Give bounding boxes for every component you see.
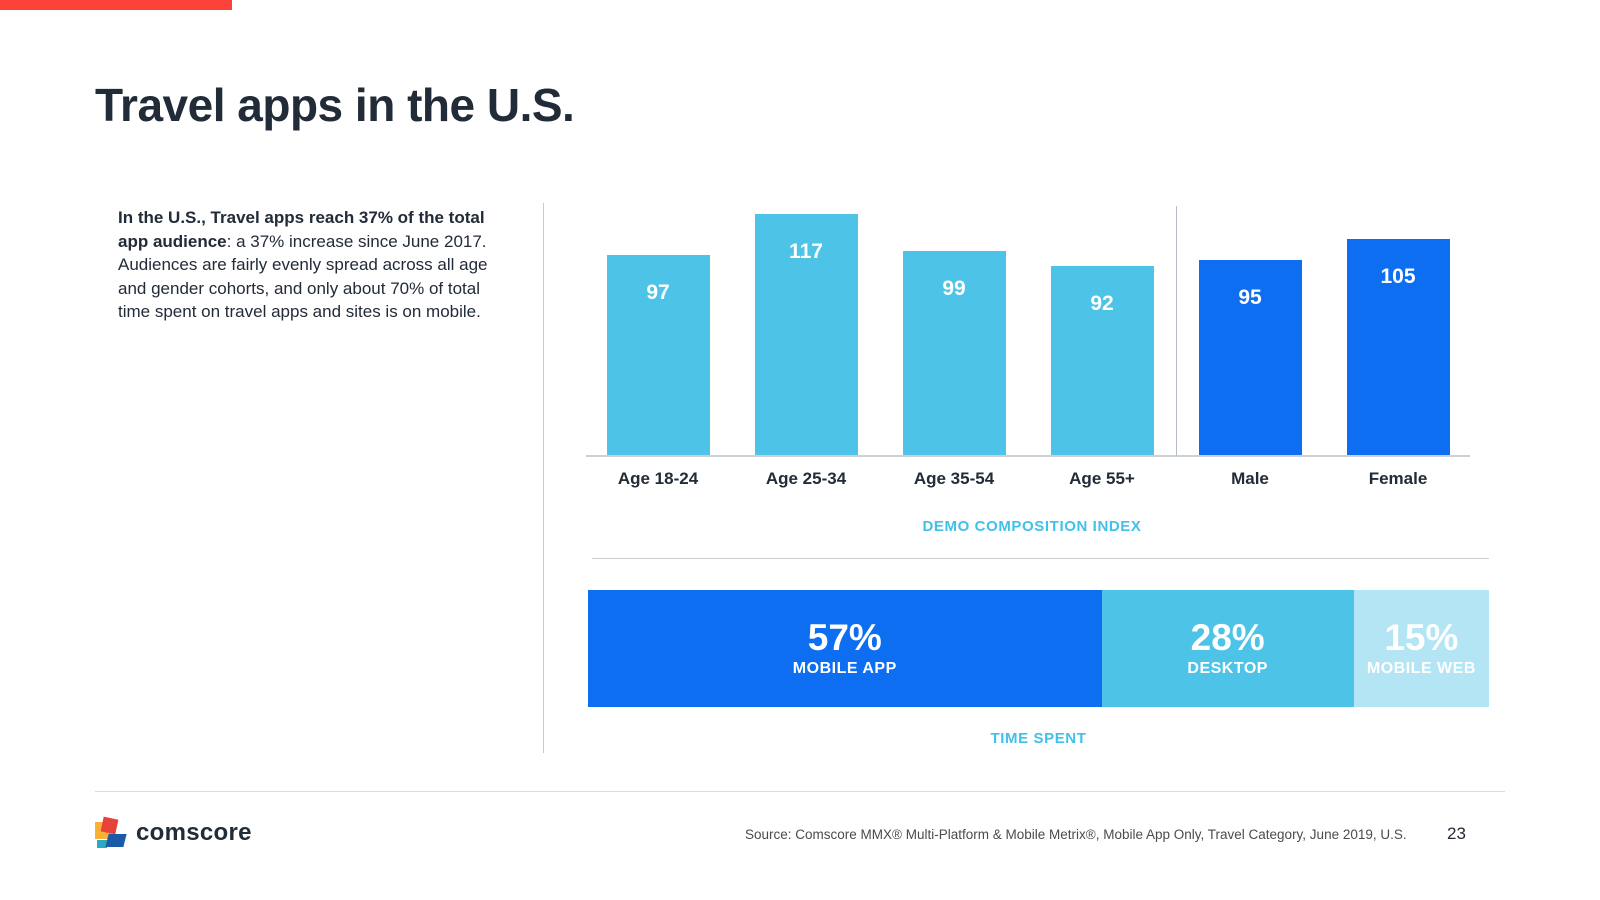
bar-column: 117 Age 25-34	[732, 214, 880, 488]
demo-composition-caption: DEMO COMPOSITION INDEX	[922, 518, 1142, 535]
time-spent-caption: TIME SPENT	[990, 730, 1087, 747]
segment-value-label: 28%	[1190, 616, 1265, 658]
segment-name-label: MOBILE APP	[792, 660, 897, 678]
bar: 97	[606, 255, 710, 456]
segment-desktop: 28% DESKTOP	[1101, 590, 1354, 707]
segment-mobile-app: 57% MOBILE APP	[588, 590, 1102, 707]
chart-baseline	[586, 455, 1470, 457]
bar: 117	[754, 214, 858, 456]
bar-category-label: Age 18-24	[617, 469, 699, 488]
page-number: 23	[1447, 824, 1466, 843]
bar: 99	[902, 251, 1006, 456]
bar-column: 105 Female	[1324, 214, 1472, 488]
intro-paragraph: In the U.S., Travel apps reach 37% of th…	[118, 206, 516, 324]
bar-value-label: 97	[646, 281, 670, 304]
bar-value-label: 105	[1380, 265, 1416, 288]
segment-name-label: MOBILE WEB	[1366, 660, 1476, 678]
group-divider	[1176, 206, 1177, 456]
bar-category-label: Age 25-34	[765, 469, 847, 488]
comscore-logo: comscore	[95, 816, 252, 848]
segment-value-label: 15%	[1384, 616, 1459, 658]
bar-value-label: 95	[1238, 286, 1262, 309]
bar-column: 99 Age 35-54	[880, 214, 1028, 488]
accent-bar	[0, 0, 232, 10]
bar-category-label: Age 35-54	[913, 469, 995, 488]
bar-column: 92 Age 55+	[1028, 214, 1176, 488]
comscore-logo-text: comscore	[136, 819, 252, 846]
source-text: Source: Comscore MMX® Multi-Platform & M…	[745, 827, 1407, 842]
segment-value-label: 57%	[807, 616, 882, 658]
demo-bar-chart: 97 Age 18-24 117 Age 25-34 99 Age 35-54 92 Age …	[584, 214, 1480, 488]
bar: 92	[1050, 266, 1154, 456]
bar-category-label: Male	[1231, 469, 1269, 488]
segment-mobile-web: 15% MOBILE WEB	[1353, 590, 1489, 707]
page-title: Travel apps in the U.S.	[95, 79, 575, 131]
footer-divider	[95, 791, 1505, 792]
section-divider	[592, 558, 1489, 559]
bar-value-label: 99	[942, 277, 966, 300]
bar: 95	[1198, 260, 1302, 456]
bar-column: 97 Age 18-24	[584, 214, 732, 488]
vertical-divider	[543, 203, 544, 753]
bar-value-label: 117	[789, 240, 823, 263]
intro-rest-text: : a 37% increase since June 2017. Audien…	[118, 231, 488, 322]
intro-bold-text: In the U.S., Travel apps reach 37% of th…	[118, 208, 485, 251]
bar-column: 95 Male	[1176, 214, 1324, 488]
bar-category-label: Female	[1368, 469, 1428, 488]
bar-category-label: Age 55+	[1069, 469, 1135, 488]
bar: 105	[1346, 239, 1450, 456]
comscore-logo-icon	[95, 816, 127, 848]
bar-value-label: 92	[1090, 292, 1114, 315]
segment-name-label: DESKTOP	[1187, 660, 1268, 678]
time-spent-bar: 57% MOBILE APP 28% DESKTOP 15% MOBILE WEB	[588, 590, 1489, 707]
